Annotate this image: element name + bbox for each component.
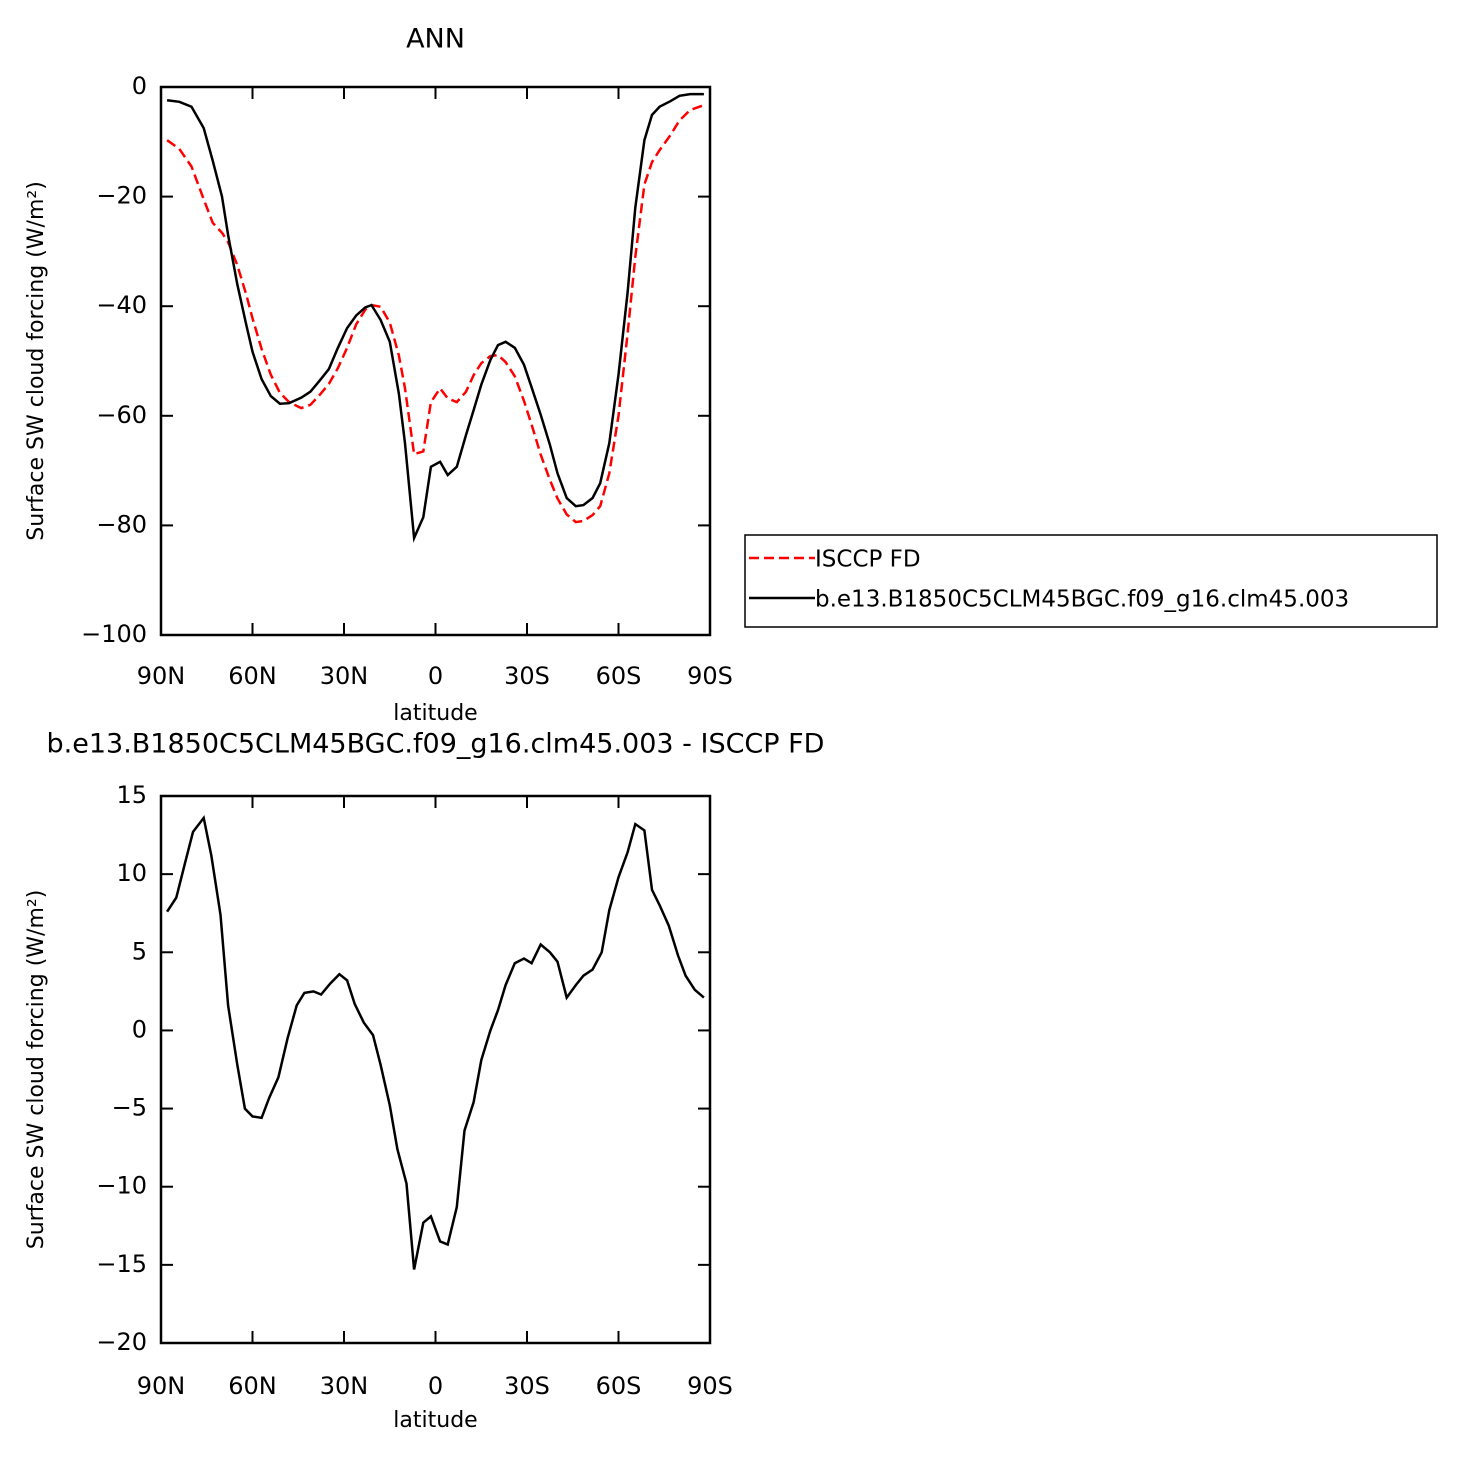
y-tick-label: −60: [96, 401, 147, 429]
x-tick-label: 90S: [687, 662, 733, 690]
legend-label: ISCCP FD: [815, 547, 921, 573]
x-tick-label: 30S: [504, 662, 550, 690]
x-tick-label: 0: [428, 1372, 443, 1400]
chart-title: b.e13.B1850C5CLM45BGC.f09_g16.clm45.003 …: [47, 729, 825, 760]
x-tick-label: 30S: [504, 1372, 550, 1400]
x-tick-label: 60N: [228, 662, 277, 690]
x-axis-label: latitude: [393, 701, 477, 726]
data-line: [166, 92, 704, 543]
y-tick-label: −15: [96, 1250, 147, 1278]
x-tick-label: 90S: [687, 1372, 733, 1400]
y-tick-label: 15: [116, 781, 147, 809]
legend-box: [744, 534, 1438, 628]
y-axis-label: Surface SW cloud forcing (W/m²): [24, 181, 49, 541]
y-tick-label: −40: [96, 291, 147, 319]
y-tick-label: 5: [132, 937, 147, 965]
plot-frame: [159, 794, 712, 1345]
x-tick-label: 60S: [596, 662, 642, 690]
y-tick-label: −20: [96, 182, 147, 210]
legend-label: b.e13.B1850C5CLM45BGC.f09_g16.clm45.003: [815, 587, 1349, 613]
data-line: [166, 103, 705, 524]
y-tick-label: 0: [132, 72, 147, 100]
y-tick-label: 0: [132, 1015, 147, 1043]
x-tick-label: 60S: [596, 1372, 642, 1400]
y-tick-label: −100: [81, 620, 147, 648]
y-tick-label: −10: [96, 1172, 147, 1200]
y-tick-label: −5: [112, 1094, 147, 1122]
x-tick-label: 60N: [228, 1372, 277, 1400]
x-tick-label: 30N: [320, 662, 369, 690]
y-tick-label: −80: [96, 510, 147, 538]
data-line: [166, 814, 705, 1270]
x-axis-label: latitude: [393, 1408, 477, 1433]
y-tick-label: 10: [116, 859, 147, 887]
y-axis-label: Surface SW cloud forcing (W/m²): [24, 890, 49, 1250]
x-tick-label: 30N: [320, 1372, 369, 1400]
x-tick-label: 90N: [137, 662, 186, 690]
x-tick-label: 0: [428, 662, 443, 690]
chart-title: ANN: [406, 24, 465, 55]
plot-frame: [159, 85, 712, 637]
x-tick-label: 90N: [137, 1372, 186, 1400]
y-tick-label: −20: [96, 1328, 147, 1356]
